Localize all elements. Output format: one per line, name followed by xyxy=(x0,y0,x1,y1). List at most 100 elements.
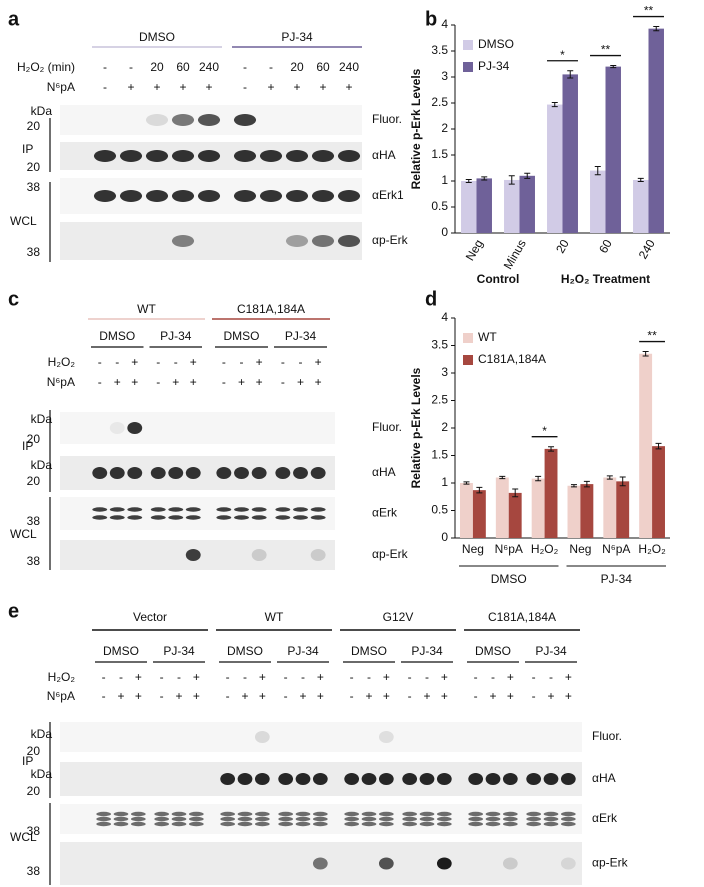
bar xyxy=(531,478,545,538)
lane-symbol: + xyxy=(205,80,212,94)
y-tick-label: 2 xyxy=(441,420,448,434)
lane-symbol: - xyxy=(350,670,354,684)
blot-band xyxy=(254,773,270,785)
blot-band xyxy=(185,549,201,561)
blot-band xyxy=(311,190,335,202)
bar xyxy=(508,492,522,538)
bar xyxy=(562,74,578,234)
blot-band xyxy=(436,811,452,817)
group-label: PJ-34 xyxy=(601,572,633,586)
significance-label: ** xyxy=(601,43,611,57)
lane-symbol: - xyxy=(281,375,285,389)
blot-band xyxy=(168,515,184,520)
blot-band xyxy=(502,811,518,817)
blot-image xyxy=(60,722,582,752)
lane-symbol: - xyxy=(425,670,429,684)
group-label: H₂O₂ Treatment xyxy=(561,272,650,286)
blot-band xyxy=(216,467,232,479)
lane-symbol: - xyxy=(129,60,133,74)
lane-symbol: + xyxy=(315,375,322,389)
error-bar xyxy=(637,177,644,183)
bar xyxy=(495,477,509,538)
subgroup-label: DMSO xyxy=(227,644,263,658)
blot-label: Fluor. xyxy=(592,729,622,743)
group-label: C181A,184A xyxy=(237,302,305,316)
blot-band xyxy=(127,467,143,479)
blot-band xyxy=(378,773,394,785)
subgroup-label: PJ-34 xyxy=(163,644,195,658)
panel-letter: d xyxy=(425,288,437,310)
blot-band xyxy=(251,507,267,512)
blot-band xyxy=(560,821,576,827)
lane-symbol: + xyxy=(299,689,306,703)
blot-band xyxy=(468,816,484,822)
bar xyxy=(547,104,563,233)
subgroup-label: DMSO xyxy=(351,644,387,658)
group-label: G12V xyxy=(383,610,414,624)
error-bar xyxy=(481,176,488,181)
lane-symbol: + xyxy=(259,670,266,684)
blot-band xyxy=(378,857,394,870)
lane-symbol: + xyxy=(423,689,430,703)
legend-label: WT xyxy=(478,330,497,344)
lane-symbol: + xyxy=(172,375,179,389)
blot-band xyxy=(419,816,435,822)
blot-band xyxy=(259,190,283,202)
legend-label: PJ-34 xyxy=(478,59,510,73)
lane-symbol: - xyxy=(115,355,119,369)
blot-band xyxy=(344,816,360,822)
blot-band xyxy=(275,515,291,520)
blot-band xyxy=(526,811,542,817)
lane-symbol: + xyxy=(241,689,248,703)
lane-symbol: - xyxy=(299,355,303,369)
lane-symbol: - xyxy=(240,355,244,369)
blot-band xyxy=(197,150,221,162)
lane-symbol: + xyxy=(565,670,572,684)
lane-symbol: + xyxy=(489,689,496,703)
lane-symbol: - xyxy=(474,670,478,684)
lane-symbol: - xyxy=(408,689,412,703)
size-marker: 38 xyxy=(27,554,41,568)
lane-symbol: + xyxy=(317,670,324,684)
blot-band xyxy=(119,190,143,202)
blot-band xyxy=(254,816,270,822)
blot-band xyxy=(312,773,328,785)
blot-band xyxy=(295,773,311,785)
lane-symbol: 20 xyxy=(150,60,164,74)
blot-band xyxy=(237,811,253,817)
blot-band xyxy=(154,821,170,827)
blot-band xyxy=(168,507,184,512)
blot-band xyxy=(237,816,253,822)
blot-band xyxy=(168,467,184,479)
lane-symbol: + xyxy=(135,670,142,684)
y-tick-label: 2 xyxy=(441,121,448,135)
lane-symbol: 240 xyxy=(199,60,219,74)
lane-symbol: - xyxy=(301,670,305,684)
bar xyxy=(639,353,653,538)
bar xyxy=(633,179,649,233)
lane-symbol: - xyxy=(474,689,478,703)
bar xyxy=(652,446,665,538)
bar xyxy=(567,485,581,538)
lane-symbol: + xyxy=(135,689,142,703)
blot-band xyxy=(560,857,576,870)
blot-band xyxy=(293,515,308,520)
blot-band xyxy=(234,507,249,512)
blot-band xyxy=(113,811,129,817)
group-label: Control xyxy=(477,272,520,286)
blot-band xyxy=(378,811,394,817)
blot-band xyxy=(344,773,360,785)
lane-symbol: + xyxy=(319,80,326,94)
lane-symbol: - xyxy=(408,670,412,684)
blot-band xyxy=(278,811,294,817)
blot-band xyxy=(150,507,166,512)
blot-band xyxy=(485,773,501,785)
bar xyxy=(616,481,630,538)
subgroup-label: DMSO xyxy=(99,329,135,343)
blot-band xyxy=(171,811,187,817)
size-marker: kDa xyxy=(31,458,53,472)
legend-label: DMSO xyxy=(478,37,514,51)
legend-swatch xyxy=(463,333,473,343)
blot-band xyxy=(419,811,435,817)
blot-band xyxy=(96,811,112,817)
